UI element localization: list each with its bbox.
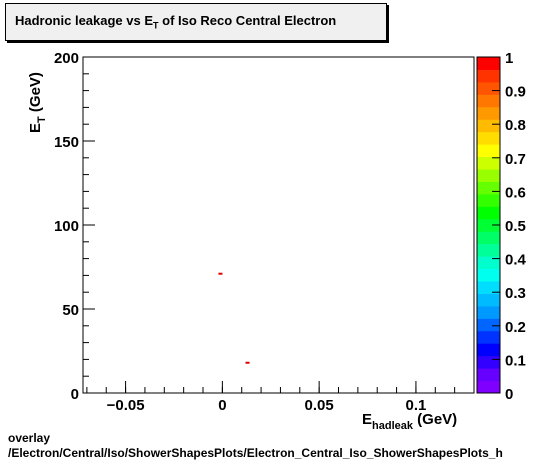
colorbar-tick-label: 0.3 — [505, 285, 526, 302]
chart-title-main: Hadronic leakage vs E — [15, 13, 154, 28]
colorbar-segment — [477, 281, 500, 294]
colorbar-segment — [477, 181, 500, 195]
colorbar-tick-label: 0.1 — [505, 352, 526, 369]
colorbar-segment — [477, 355, 500, 369]
colorbar-tick-label: 0.6 — [505, 184, 526, 201]
x-tick-label: 0 — [218, 397, 226, 414]
colorbar-segment — [477, 69, 500, 83]
y-tick-label: 150 — [54, 134, 79, 151]
colorbar-tick-label: 0.7 — [505, 151, 526, 168]
colorbar-segment — [477, 131, 500, 145]
colorbar-tick-label: 0.8 — [505, 117, 526, 134]
colorbar-tick-label: 0 — [505, 386, 513, 403]
colorbar-segment — [477, 57, 500, 70]
colorbar-segment — [477, 318, 500, 332]
colorbar-tick-label: 0.5 — [505, 218, 526, 235]
x-tick-label: −0.05 — [107, 397, 145, 414]
y-tick-label: 100 — [54, 218, 79, 235]
chart-canvas: −0.05 0 0.05 0.1 0 50 100 150 200 Ehadleak (GeV) E… — [27, 50, 527, 430]
x-tick-label: 0.1 — [406, 397, 427, 414]
x-tick-label: 0.05 — [305, 397, 334, 414]
y-tick-label: 0 — [71, 386, 79, 403]
colorbar-segment — [477, 106, 500, 120]
chart-title-sub: T — [153, 20, 159, 31]
colorbar-segment — [477, 81, 500, 95]
colorbar-segment — [477, 119, 500, 133]
chart-title-rest: of Iso Reco Central Electron — [158, 13, 337, 28]
y-tick-label: 200 — [54, 50, 79, 67]
colorbar-segment — [477, 368, 500, 382]
colorbar-segment — [477, 243, 500, 257]
colorbar-segment — [477, 206, 500, 220]
colorbar-segment — [477, 231, 500, 245]
colorbar-segment — [477, 305, 500, 319]
colorbar-segment — [477, 193, 500, 207]
colorbar-segment — [477, 293, 500, 307]
footer-line-2: /Electron/Central/Iso/ShowerShapesPlots/… — [8, 446, 503, 460]
y-tick-label: 50 — [62, 302, 79, 319]
x-axis-title: Ehadleak (GeV) — [362, 411, 457, 430]
colorbar-segment — [477, 268, 500, 282]
colorbar-segment — [477, 218, 500, 232]
colorbar-tick-label: 0.2 — [505, 319, 526, 336]
colorbar-segment — [477, 343, 500, 357]
colorbar-tick-label: 1 — [505, 50, 513, 67]
chart-title: Hadronic leakage vs ET of Iso Reco Centr… — [15, 13, 336, 31]
colorbar-tick-label: 0.4 — [505, 252, 527, 269]
colorbar-tick-label: 0.9 — [505, 84, 526, 101]
footer-line-1: overlay — [8, 431, 51, 445]
chart-title-box: Hadronic leakage vs ET of Iso Reco Centr… — [5, 3, 387, 41]
colorbar-segment — [477, 330, 500, 344]
colorbar-segment — [477, 144, 500, 158]
colorbar-segment — [477, 94, 500, 108]
colorbar-segment — [477, 169, 500, 182]
colorbar-segment — [477, 156, 500, 170]
y-axis-title: ET (GeV) — [27, 72, 48, 133]
data-point — [218, 272, 223, 275]
data-point — [245, 361, 250, 364]
colorbar-segment — [477, 380, 500, 394]
plot-frame — [82, 56, 475, 394]
colorbar-segment — [477, 256, 500, 270]
